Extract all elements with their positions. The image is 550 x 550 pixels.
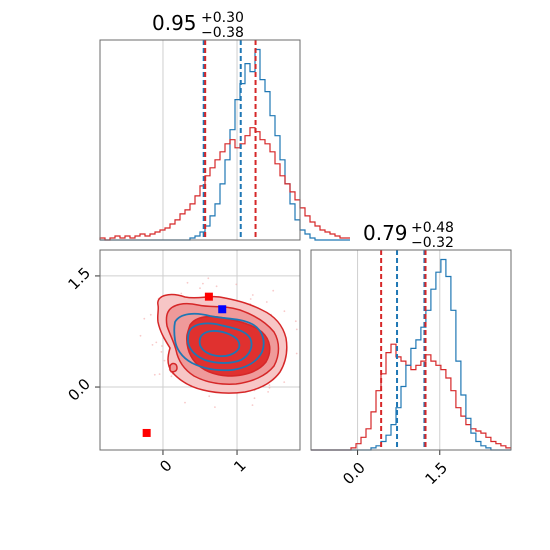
bottom-left-frame-border: [99, 249, 301, 451]
br-xtick-label-0: 0.0: [339, 459, 369, 489]
bl-xtick-label-0: 0: [156, 456, 175, 475]
bl-scatter-point-95: [207, 277, 210, 280]
blue-contour-outer: [173, 312, 265, 372]
bl-scatter-point-59: [267, 391, 269, 393]
top-left-title-value: 0.95: [152, 11, 197, 35]
bl-scatter-point-121: [295, 352, 298, 355]
top-left-frame-border: [99, 39, 301, 241]
top-left-histogram-panel: 0.95 +0.30 −0.38: [99, 10, 350, 241]
bl-scatter-point-126: [294, 320, 297, 323]
top-left-frame: [99, 39, 301, 241]
bl-scatter-point-128: [158, 373, 161, 375]
bl-scatter-point-51: [214, 406, 216, 408]
bl-scatter-point-83: [186, 281, 189, 284]
top-left-grid: [162, 40, 238, 240]
bl-scatter-point-110: [149, 313, 152, 316]
bottom-right-frame-border: [310, 249, 512, 451]
bl-xtick-label-1: 1: [230, 456, 249, 475]
bl-scatter-point-93: [235, 283, 238, 286]
bl-scatter-point-64: [268, 386, 271, 389]
bl-scatter-point-37: [295, 328, 298, 331]
bottom-right-histogram-panel: 0.79 +0.48 −0.32 0.0 1.5: [310, 220, 512, 488]
bl-scatter-point-30: [184, 401, 186, 404]
bl-scatter-point-87: [283, 310, 286, 313]
bl-scatter-point-102: [139, 334, 142, 337]
bl-scatter-point-25: [180, 292, 183, 295]
bottom-right-title-lower: −0.32: [411, 235, 454, 251]
top-left-title-upper: +0.30: [201, 10, 244, 26]
bl-scatter-point-85: [153, 373, 156, 376]
bl-scatter-point-89: [251, 294, 254, 296]
bl-ytick-label-0: 0.0: [64, 375, 94, 405]
bl-scatter-point-9: [161, 345, 163, 347]
bottom-right-ticks: 0.0 1.5: [339, 450, 451, 488]
bl-scatter-point-117: [283, 381, 286, 383]
bl-scatter-point-92: [170, 375, 173, 378]
bl-scatter-point-135: [202, 282, 204, 285]
blue-contour-inner: [198, 330, 241, 358]
bl-scatter-point-15: [208, 395, 211, 398]
top-left-title-lower: −0.38: [201, 25, 244, 41]
bl-marker-blue-0: [218, 305, 227, 314]
top-left-quantile-lines: [202, 40, 257, 240]
bl-scatter-point-54: [265, 301, 268, 303]
bl-scatter-point-38: [272, 289, 275, 292]
bl-scatter-point-53: [199, 287, 201, 290]
bl-scatter-point-58: [249, 298, 252, 300]
bottom-right-quantile-lines: [380, 250, 427, 450]
bl-scatter-point-124: [151, 344, 154, 346]
bottom-right-title-value: 0.79: [363, 221, 408, 245]
bottom-right-histogram-red: [311, 343, 511, 451]
bl-scatter-point-43: [215, 285, 218, 288]
bl-scatter-point-46: [163, 359, 166, 362]
red-contour-small-island: [169, 362, 178, 373]
bl-scatter-point-11: [300, 328, 302, 330]
bottom-right-title-upper: +0.48: [411, 220, 454, 236]
bl-scatter-point-91: [143, 317, 146, 320]
br-xtick-label-1: 1.5: [421, 459, 451, 489]
bottom-right-grid: [357, 250, 441, 450]
top-left-histogram-red: [99, 127, 350, 241]
bl-marker-red-0: [142, 428, 151, 437]
bl-scatter-point-35: [268, 384, 271, 386]
bottom-left-markers: [142, 292, 227, 437]
bl-scatter-point-13: [251, 404, 254, 406]
bl-scatter-point-49: [160, 351, 163, 353]
bl-scatter-point-108: [253, 397, 256, 400]
bl-ytick-label-1: 1.5: [64, 264, 94, 294]
bl-marker-red-1: [204, 292, 213, 301]
bottom-left-contour-panel: 0 1 0.0 1.5: [64, 249, 302, 476]
blue-contour-mid: [187, 322, 253, 364]
bl-scatter-point-82: [155, 341, 158, 344]
